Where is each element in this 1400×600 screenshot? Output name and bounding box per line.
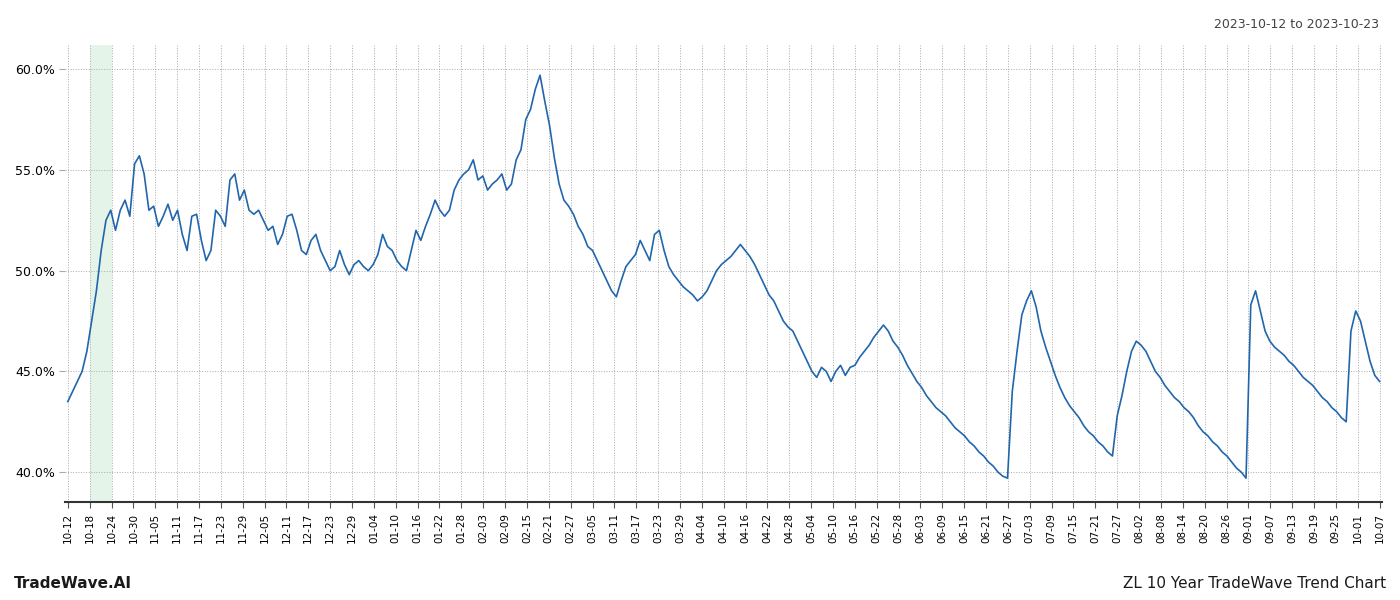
Text: 2023-10-12 to 2023-10-23: 2023-10-12 to 2023-10-23 [1214, 18, 1379, 31]
Bar [90, 45, 112, 502]
Text: ZL 10 Year TradeWave Trend Chart: ZL 10 Year TradeWave Trend Chart [1123, 576, 1386, 591]
Text: TradeWave.AI: TradeWave.AI [14, 576, 132, 591]
